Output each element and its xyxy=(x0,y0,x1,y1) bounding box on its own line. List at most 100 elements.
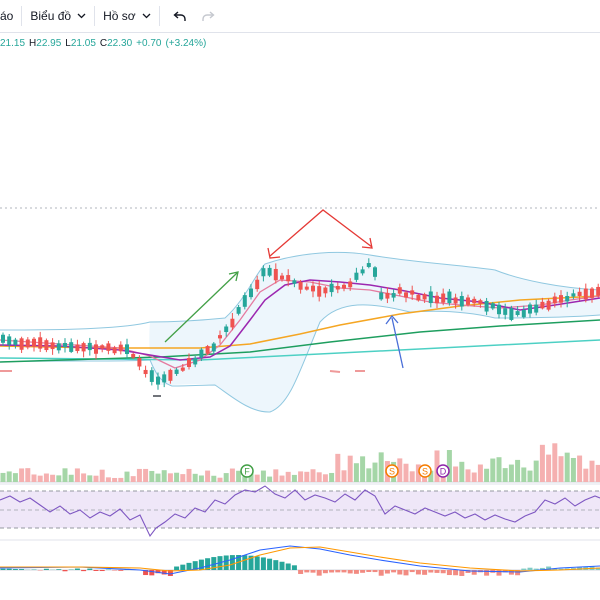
candle-body xyxy=(428,291,433,304)
low-label: L xyxy=(65,38,71,49)
volume-bar xyxy=(19,468,25,482)
candle-body xyxy=(100,345,105,349)
volume-bar xyxy=(93,475,99,482)
redo-button[interactable] xyxy=(194,0,222,32)
macd-histogram-bar xyxy=(533,568,539,570)
marker-s2-text: S xyxy=(422,467,428,477)
macd-histogram-bar xyxy=(521,568,527,570)
volume-bar xyxy=(198,475,204,482)
marker-f-text: F xyxy=(244,467,250,477)
candle-body xyxy=(577,291,582,297)
volume-bar xyxy=(465,469,471,482)
candle-body xyxy=(1,334,5,343)
red-peak-line xyxy=(269,209,373,257)
candle-body xyxy=(404,292,408,298)
volume-bar xyxy=(291,474,297,482)
candle-body xyxy=(230,318,235,328)
volume-bar xyxy=(310,469,316,482)
candle-body xyxy=(94,344,98,354)
candle-body xyxy=(521,310,526,318)
candle-body xyxy=(348,281,353,288)
macd-histogram-bar xyxy=(192,561,198,570)
volume-bar xyxy=(552,443,558,482)
undo-button[interactable] xyxy=(166,0,194,32)
macd-histogram-bar xyxy=(484,570,490,576)
candle-body xyxy=(335,285,340,290)
macd-histogram-bar xyxy=(180,564,186,570)
candle-body xyxy=(304,286,309,290)
split-marker-s2[interactable]: S xyxy=(418,464,432,478)
candle-body xyxy=(87,342,92,351)
candle-body xyxy=(19,338,24,350)
volume-bar xyxy=(99,469,105,482)
macd-histogram-bar xyxy=(403,570,409,576)
macd-histogram-bar xyxy=(6,568,12,570)
macd-histogram-bar xyxy=(19,569,25,570)
macd-histogram-bar xyxy=(453,570,459,576)
candle-body xyxy=(571,293,576,297)
macd-histogram-bar xyxy=(546,566,552,570)
volume-bar xyxy=(12,473,18,482)
volume-bar xyxy=(62,468,68,482)
macd-histogram-bar xyxy=(285,563,291,570)
volume-bar xyxy=(459,461,465,482)
macd-histogram-bar xyxy=(161,570,167,575)
candle-body xyxy=(354,272,359,280)
volume-bar xyxy=(409,471,415,482)
candle-body xyxy=(131,353,136,358)
candle-body xyxy=(218,335,222,339)
volume-bar xyxy=(539,444,545,482)
alerts-button-truncated[interactable]: áo xyxy=(0,0,21,32)
macd-histogram-bar xyxy=(378,570,384,576)
macd-histogram-bar xyxy=(434,570,440,573)
signal-line xyxy=(0,546,600,572)
volume-bar xyxy=(112,477,118,482)
macd-histogram-bar xyxy=(496,570,502,576)
macd-histogram-bar xyxy=(248,555,254,570)
volume-bar xyxy=(372,462,378,482)
volume-bar xyxy=(446,450,452,482)
volume-bar xyxy=(56,475,62,482)
split-marker-s1[interactable]: S xyxy=(385,464,399,478)
candle-body xyxy=(180,367,185,371)
profile-label: Hồ sơ xyxy=(103,9,136,23)
macd-histogram-bar xyxy=(211,557,217,570)
candle-body xyxy=(25,339,30,348)
candle-body xyxy=(360,269,365,274)
alerts-label: áo xyxy=(0,9,14,23)
candle-body xyxy=(298,282,303,290)
close-value: 22.30 xyxy=(107,38,133,49)
volume-bar xyxy=(6,471,12,482)
candle-body xyxy=(137,358,142,367)
candle-body xyxy=(261,268,266,277)
macd-histogram-bar xyxy=(118,570,124,571)
volume-bar xyxy=(174,472,180,482)
candle-body xyxy=(286,275,291,282)
volume-bar xyxy=(37,475,43,482)
volume-bar xyxy=(366,468,372,482)
macd-histogram-bar xyxy=(254,556,260,570)
macd-histogram-bar xyxy=(279,561,285,570)
dividend-marker-f[interactable]: F xyxy=(240,464,254,478)
dividend-marker-d[interactable]: D xyxy=(436,464,450,478)
volume-bar xyxy=(167,473,173,482)
macd-histogram-bar xyxy=(291,565,297,570)
candle-body xyxy=(193,357,198,365)
volume-bar xyxy=(105,477,111,482)
volume-bar xyxy=(254,474,260,482)
macd-histogram-bar xyxy=(595,567,600,570)
volume-bar xyxy=(577,455,583,482)
macd-histogram-bar xyxy=(360,570,366,573)
macd-histogram-bar xyxy=(93,570,99,571)
volume-bar xyxy=(502,468,508,482)
volume-bar xyxy=(583,468,589,482)
chart-type-dropdown[interactable]: Biểu đồ xyxy=(22,0,94,32)
macd-histogram-bar xyxy=(242,555,248,570)
profile-dropdown[interactable]: Hồ sơ xyxy=(95,0,159,32)
redo-icon xyxy=(201,11,215,21)
price-chart-canvas[interactable]: F S S D xyxy=(0,32,600,600)
candle-body xyxy=(366,263,371,267)
candlestick-series xyxy=(1,258,600,390)
candle-body xyxy=(69,342,74,352)
candle-body xyxy=(410,290,415,295)
